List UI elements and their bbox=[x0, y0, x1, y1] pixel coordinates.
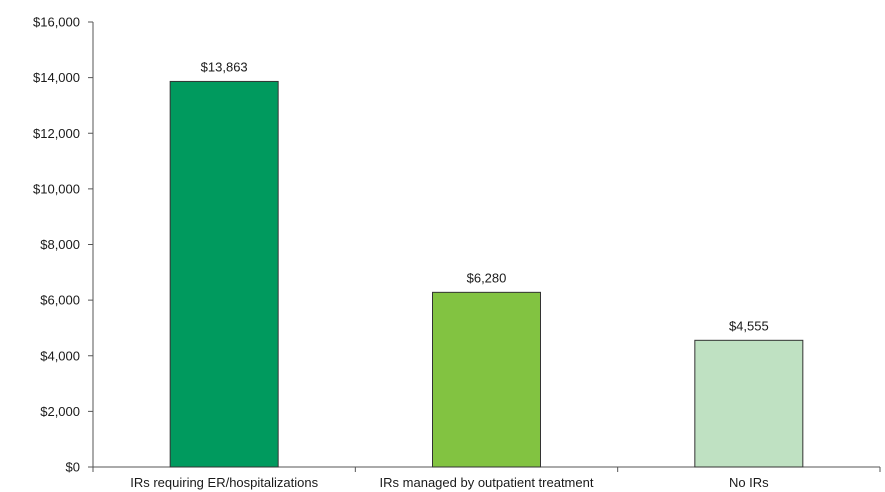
data-label: $4,555 bbox=[729, 318, 769, 333]
y-tick-label: $8,000 bbox=[40, 237, 80, 252]
y-tick-label: $16,000 bbox=[33, 15, 80, 30]
y-axis: $0 $2,000 $4,000 $6,000 $8,000 $10,000 $12,000… bbox=[33, 15, 94, 475]
y-tick-label: $14,000 bbox=[33, 70, 80, 85]
y-tick-label: $6,000 bbox=[40, 293, 80, 308]
data-label: $6,280 bbox=[467, 270, 507, 285]
data-label: $13,863 bbox=[201, 59, 248, 74]
x-axis bbox=[92, 466, 881, 472]
bar bbox=[169, 80, 279, 468]
y-tick-label: $4,000 bbox=[40, 348, 80, 363]
data-labels: $13,863 $6,280 $4,555 bbox=[201, 59, 769, 333]
bars bbox=[169, 80, 804, 468]
y-tick-label: $12,000 bbox=[33, 126, 80, 141]
bar bbox=[694, 339, 804, 468]
category-label: No IRs bbox=[729, 475, 769, 490]
y-tick-label: $10,000 bbox=[33, 181, 80, 196]
category-label: IRs managed by outpatient treatment bbox=[380, 475, 594, 490]
bar bbox=[432, 291, 541, 468]
category-label: IRs requiring ER/hospitalizations bbox=[130, 475, 318, 490]
y-tick-label: $2,000 bbox=[40, 404, 80, 419]
category-labels: IRs requiring ER/hospitalizations IRs man… bbox=[130, 475, 769, 490]
y-tick-label: $0 bbox=[66, 460, 80, 475]
